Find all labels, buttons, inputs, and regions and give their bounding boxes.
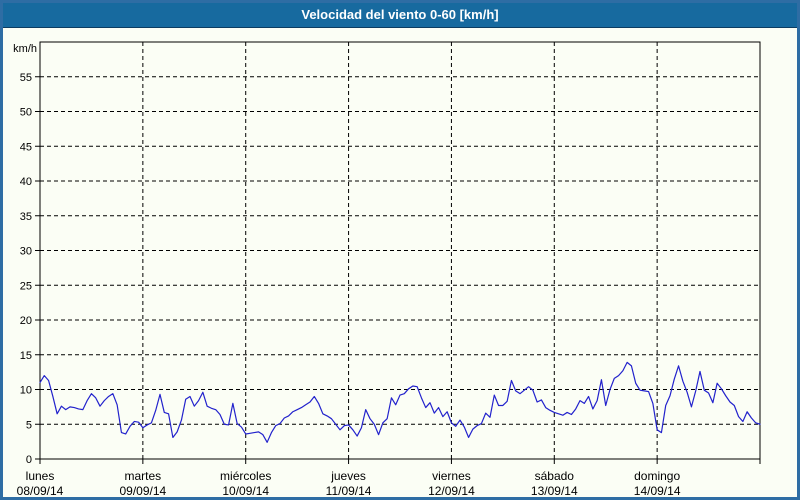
- x-day-label: viernes: [432, 469, 471, 483]
- x-day-label: lunes: [26, 469, 55, 483]
- y-tick-label: 15: [20, 350, 32, 362]
- y-tick-label: 10: [20, 385, 32, 397]
- chart-title-bar: Velocidad del viento 0-60 [km/h]: [3, 3, 797, 28]
- x-date-label: 13/09/14: [531, 484, 578, 497]
- wind-speed-series-line: [39, 361, 761, 443]
- y-tick-label: 25: [20, 280, 32, 292]
- chart-title: Velocidad del viento 0-60 [km/h]: [301, 7, 499, 22]
- y-tick-label: 45: [20, 141, 32, 153]
- x-date-label: 10/09/14: [222, 484, 269, 497]
- y-tick-label: 20: [20, 315, 32, 327]
- y-tick-label: 0: [26, 454, 32, 466]
- y-tick-label: 30: [20, 246, 32, 258]
- x-date-label: 08/09/14: [17, 484, 64, 497]
- x-day-label: sábado: [535, 469, 575, 483]
- y-axis-unit-label: km/h: [13, 43, 37, 55]
- y-tick-label: 5: [26, 419, 32, 431]
- plot-border: [39, 41, 761, 460]
- x-day-label: jueves: [330, 469, 366, 483]
- x-date-label: 14/09/14: [634, 484, 681, 497]
- x-date-label: 09/09/14: [119, 484, 166, 497]
- y-tick-label: 55: [20, 72, 32, 84]
- x-day-label: domingo: [634, 469, 680, 483]
- plot-area: 0 5 10 15 20 25 30 35 40 45 50 55 km/h lunes 08/09/14 m…: [3, 28, 797, 497]
- x-day-label: martes: [125, 469, 162, 483]
- x-date-label: 11/09/14: [326, 484, 372, 497]
- x-date-label: 12/09/14: [428, 484, 475, 497]
- y-tick-label: 40: [20, 176, 32, 188]
- y-tick-label: 35: [20, 211, 32, 223]
- x-day-label: miércoles: [220, 469, 271, 483]
- y-tick-label: 50: [20, 107, 32, 119]
